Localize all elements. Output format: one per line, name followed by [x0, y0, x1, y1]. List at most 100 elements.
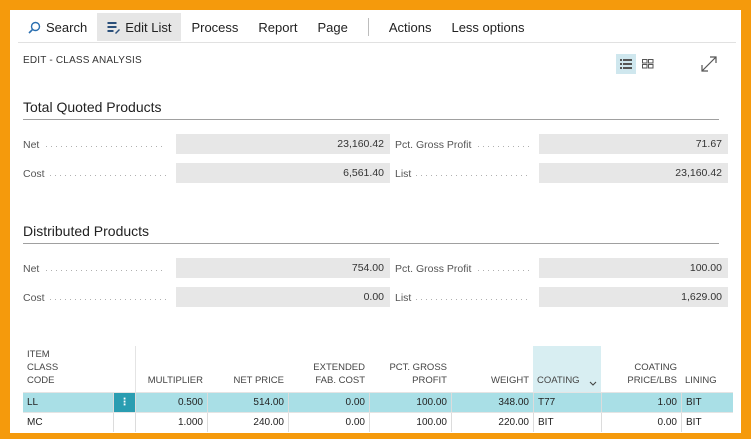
search-icon	[28, 21, 41, 34]
dp-list-dots	[416, 299, 530, 300]
col-net-price[interactable]: NET PRICE	[207, 346, 288, 392]
cell-multiplier[interactable]: 0.500	[135, 393, 207, 412]
cell-code[interactable]: MC	[27, 417, 43, 428]
less-options-button[interactable]: Less options	[441, 13, 534, 41]
col-multiplier[interactable]: MULTIPLIER	[135, 346, 207, 392]
page-label: Page	[317, 19, 348, 35]
edit-list-label: Edit List	[125, 19, 172, 35]
list-view-icon	[620, 59, 632, 69]
col-ext-fab-cost-line2: FAB. COST	[315, 375, 365, 386]
col-coating-price-line1: COATING	[634, 362, 677, 373]
dp-list-label: List	[395, 292, 412, 304]
cell-lining[interactable]: BIT	[681, 393, 733, 412]
tq-list-label: List	[395, 168, 412, 180]
row-divider	[23, 412, 733, 413]
action-separator	[367, 18, 369, 36]
dp-gp-dots	[478, 270, 530, 271]
col-ext-fab-cost-line1: EXTENDED	[313, 362, 365, 373]
tq-list-value[interactable]: 23,160.42	[539, 163, 728, 183]
edit-list-icon	[107, 21, 121, 34]
col-item-class-code-line1: ITEM	[27, 349, 50, 360]
tq-gp-value[interactable]: 71.67	[539, 134, 728, 154]
cell-multiplier[interactable]: 1.000	[135, 413, 207, 432]
report-menu[interactable]: Report	[248, 13, 307, 41]
col-lining[interactable]: LINING	[681, 346, 733, 392]
total-quoted-divider	[23, 119, 719, 120]
report-label: Report	[258, 19, 298, 35]
dp-list-value[interactable]: 1,629.00	[539, 287, 728, 307]
cell-ext-fab-cost[interactable]: 0.00	[288, 393, 369, 412]
cell-net-price[interactable]: 514.00	[207, 393, 288, 412]
tq-gp-dots	[478, 146, 530, 147]
tile-view-icon	[642, 59, 654, 69]
actions-label: Actions	[388, 19, 432, 35]
process-menu[interactable]: Process	[181, 13, 248, 41]
cell-weight[interactable]: 220.00	[451, 413, 533, 432]
distributed-divider	[23, 243, 719, 244]
col-coating-price[interactable]: COATING PRICE/LBS	[601, 346, 681, 392]
col-item-class-code[interactable]: ITEM CLASS CODE	[23, 346, 113, 392]
col-coating-price-line2: PRICE/LBS	[627, 375, 677, 386]
col-ext-fab-cost[interactable]: EXTENDED FAB. COST	[288, 346, 369, 392]
page-content: Search Edit List Process Report Page Act…	[18, 10, 736, 433]
less-options-label: Less options	[451, 19, 525, 35]
row-menu-cell[interactable]	[113, 413, 135, 432]
dp-net-value[interactable]: 754.00	[176, 258, 390, 278]
col-item-class-code-line2: CLASS	[27, 362, 59, 373]
tq-cost-label: Cost	[23, 168, 45, 180]
search-button[interactable]: Search	[18, 13, 97, 41]
action-bar: Search Edit List Process Report Page Act…	[18, 12, 736, 43]
dp-gp-label: Pct. Gross Profit	[395, 263, 472, 275]
dp-cost-dots	[50, 299, 166, 300]
tq-net-label: Net	[23, 139, 40, 151]
tq-cost-dots	[50, 175, 166, 176]
col-coating[interactable]: COATING	[533, 346, 601, 392]
col-multiplier-label: MULTIPLIER	[147, 375, 203, 386]
cell-code[interactable]: LL	[27, 397, 39, 408]
list-view-button[interactable]	[616, 54, 636, 74]
cell-weight[interactable]: 348.00	[451, 393, 533, 412]
dp-cost-label: Cost	[23, 292, 45, 304]
col-weight-label: WEIGHT	[491, 375, 529, 386]
col-coating-label: COATING	[537, 375, 580, 386]
actions-menu[interactable]: Actions	[379, 13, 442, 41]
header-divider	[23, 392, 733, 393]
cell-pct-gp[interactable]: 100.00	[369, 413, 451, 432]
cell-net-price[interactable]: 240.00	[207, 413, 288, 432]
total-quoted-title: Total Quoted Products	[23, 99, 162, 115]
cell-ext-fab-cost[interactable]: 0.00	[288, 413, 369, 432]
tq-list-dots	[416, 175, 530, 176]
row-menu-button[interactable]: ⋮	[113, 393, 135, 412]
grid-header: ITEM CLASS CODE MULTIPLIER NET PRICE EXT…	[23, 346, 733, 392]
dp-cost-value[interactable]: 0.00	[176, 287, 390, 307]
cell-coating-price[interactable]: 1.00	[601, 393, 681, 412]
cell-pct-gp[interactable]: 100.00	[369, 393, 451, 412]
tile-view-button[interactable]	[638, 54, 658, 74]
search-label: Search	[46, 19, 88, 35]
chevron-down-icon[interactable]	[589, 381, 597, 387]
page-caption: EDIT - CLASS ANALYSIS	[23, 55, 142, 66]
col-pct-gp[interactable]: PCT. GROSS PROFIT	[369, 346, 451, 392]
col-weight[interactable]: WEIGHT	[451, 346, 533, 392]
distributed-title: Distributed Products	[23, 223, 150, 239]
col-net-price-label: NET PRICE	[233, 375, 284, 386]
view-switcher	[616, 54, 660, 74]
cell-lining[interactable]: BIT	[681, 413, 733, 432]
tq-net-dots	[46, 146, 166, 147]
tq-net-value[interactable]: 23,160.42	[176, 134, 390, 154]
dp-net-label: Net	[23, 263, 40, 275]
edit-list-button[interactable]: Edit List	[97, 13, 182, 41]
col-item-class-code-line3: CODE	[27, 375, 55, 386]
expand-icon[interactable]	[700, 55, 718, 73]
page-menu[interactable]: Page	[307, 13, 357, 41]
col-pct-gp-line1: PCT. GROSS	[389, 362, 447, 373]
cell-coating-price[interactable]: 0.00	[601, 413, 681, 432]
tq-cost-value[interactable]: 6,561.40	[176, 163, 390, 183]
dp-gp-value[interactable]: 100.00	[539, 258, 728, 278]
table-row[interactable]: MC 1.000 240.00 0.00 100.00 220.00 BIT 0…	[23, 413, 733, 432]
table-row[interactable]: LL ⋮ 0.500 514.00 0.00 100.00 348.00 T77…	[23, 393, 733, 412]
col-pct-gp-line2: PROFIT	[412, 375, 447, 386]
cell-coating[interactable]: T77	[533, 393, 601, 412]
cell-coating[interactable]: BIT	[533, 413, 601, 432]
